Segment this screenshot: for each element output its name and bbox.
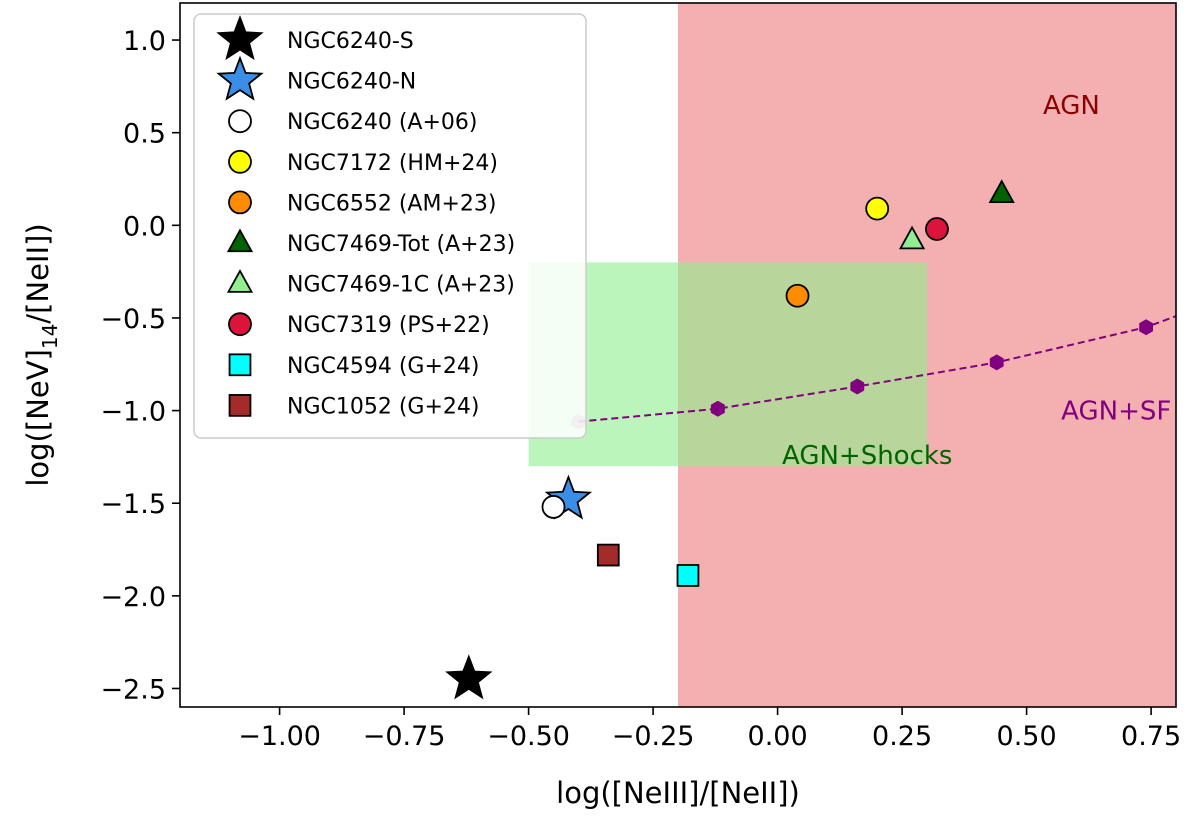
data-point-ngc6240-s [445,654,493,700]
y-axis-label: log([NeV]14/[NeII]) [21,223,62,486]
legend-marker [226,269,254,293]
data-point-ngc7469-1c-a-23 [898,225,926,250]
legend-marker [226,228,254,253]
plot-frame [179,2,1177,708]
y-tick-label: 0.0 [123,211,166,242]
legend-marker [216,55,264,101]
y-tick-label: −0.5 [100,304,166,335]
region-label-agn-shocks: AGN+Shocks [782,441,953,471]
x-axis: −1.00 −0.75 −0.50 −0.25 0.00 0.25 0.50 0.75 [238,707,1181,752]
region-label-agn: AGN [1043,91,1100,121]
data-point-ngc6552-am-23 [785,283,810,308]
legend-label: NGC1052 (G+24) [287,394,480,419]
y-tick-label: 1.0 [123,26,166,57]
y-axis: 1.0 0.5 0.0 −0.5 −1.0 −1.5 −2.0 −2.5 [100,26,180,705]
legend-label: NGC7172 (HM+24) [287,151,498,176]
legend: NGC6240-S NGC6240-N NGC6240 (A+06) NGC7172 … [193,13,587,439]
legend-marker [228,312,252,337]
legend-label: NGC6552 (AM+23) [287,191,496,216]
legend-marker [228,353,252,377]
region-labels: AGN AGN+Shocks AGN+SF [782,91,1171,471]
y-axis-label-subscript: 14 [38,324,62,349]
y-tick-label: −1.0 [100,397,166,428]
agn-sf-curve-marker [850,378,865,395]
y-axis-label-tail: /[NeII]) [21,223,55,323]
plot-regions [528,3,1176,707]
x-tick-label: 0.00 [748,721,808,752]
legend-marker [228,109,252,134]
legend-label: NGC7469-Tot (A+23) [287,232,515,257]
y-axis-label-main: log([NeV] [21,349,55,487]
agn-sf-curve-marker [710,400,725,417]
agn-sf-curve-marker [1139,319,1153,336]
legend-label: NGC6240-S [287,29,414,54]
x-tick-label: 0.25 [872,721,932,752]
x-tick-label: 0.50 [997,721,1057,752]
x-tick-label: −1.00 [238,721,321,752]
data-point-ngc7319-ps-22 [925,217,949,241]
data-point-ngc7172-hm-24 [865,196,890,221]
legend-label: NGC6240-N [287,70,416,95]
legend-label: NGC7469-1C (A+23) [287,273,515,298]
x-tick-label: −0.25 [612,721,695,752]
y-tick-label: 0.5 [123,119,166,150]
legend-marker [228,394,252,417]
legend-label: NGC4594 (G+24) [287,354,480,379]
agn-sf-curve-layer [571,315,1176,430]
region-agn-shocks [528,262,927,467]
x-tick-label: −0.50 [487,721,570,752]
x-axis-label: log([NeIII]/[NeII]) [556,776,800,810]
data-point-ngc7469-tot-a-23 [988,179,1015,203]
legend-marker [216,15,264,61]
y-tick-label: −2.0 [100,582,166,613]
data-point-ngc4594-g-24 [676,564,700,587]
y-tick-label: −2.5 [100,674,166,705]
data-points [445,179,1015,700]
agn-sf-curve-line [578,315,1176,423]
legend-label: NGC6240 (A+06) [287,110,478,135]
x-tick-label: 0.75 [1121,721,1181,752]
data-point-ngc6240-a-06 [541,495,566,519]
legend-box [193,13,587,439]
y-tick-label: −1.5 [100,489,166,520]
legend-marker [228,149,252,174]
agn-sf-curve-marker [989,354,1004,371]
curve-label-agn-sf: AGN+SF [1061,397,1171,427]
x-tick-label: −0.75 [363,721,446,752]
legend-marker [228,190,252,215]
data-point-ngc1052-g-24 [596,543,620,567]
data-point-ngc6240-n [544,474,593,520]
legend-label: NGC7319 (PS+22) [287,313,490,338]
